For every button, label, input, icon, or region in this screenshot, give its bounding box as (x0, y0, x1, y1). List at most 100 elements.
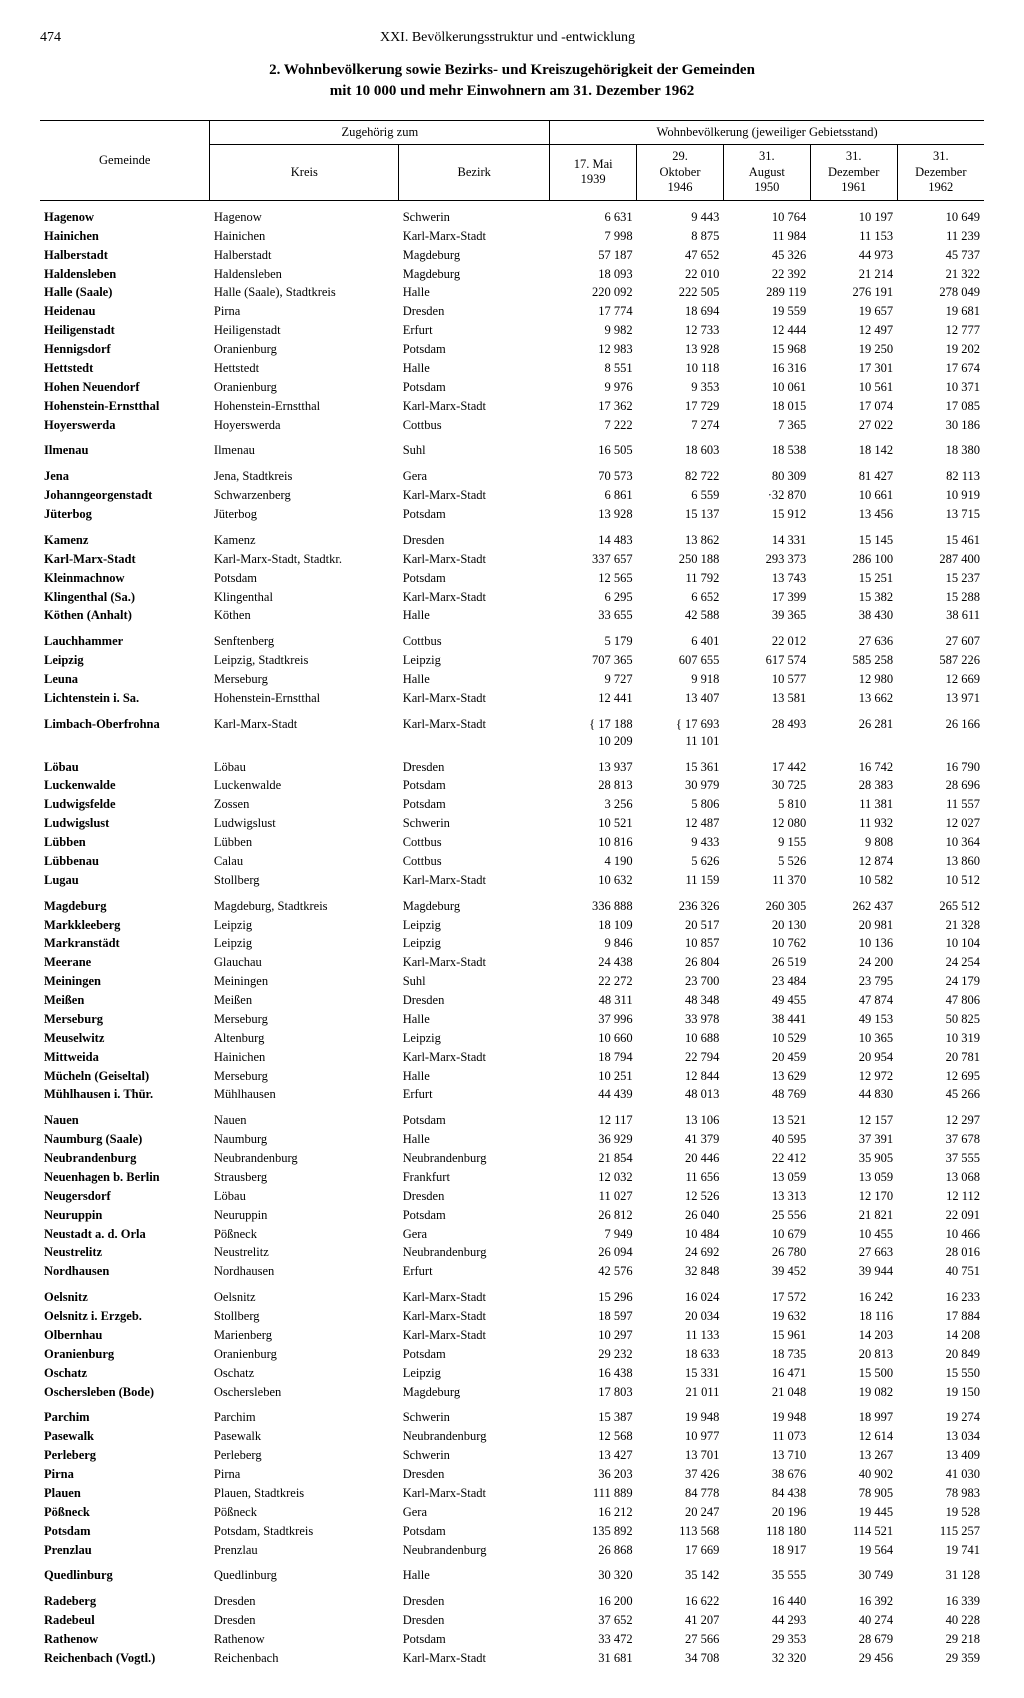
kreis-cell: Oelsnitz (210, 1281, 399, 1307)
value-cell: 115 257 (897, 1522, 984, 1541)
value-cell: 27 663 (810, 1243, 897, 1262)
value-cell: 35 142 (637, 1559, 724, 1585)
value-cell: 35 555 (723, 1559, 810, 1585)
col-1961: 31.Dezember1961 (810, 145, 897, 201)
col-1939: 17. Mai1939 (550, 145, 637, 201)
value-cell: 13 862 (637, 524, 724, 550)
kreis-cell: Zossen (210, 795, 399, 814)
bezirk-cell: Neubrandenburg (399, 1149, 550, 1168)
value-cell: 29 456 (810, 1649, 897, 1668)
value-cell: 24 200 (810, 953, 897, 972)
value-cell: 7 949 (550, 1225, 637, 1244)
table-title: 2. Wohnbevölkerung sowie Bezirks- und Kr… (40, 60, 984, 102)
value-cell: 24 179 (897, 972, 984, 991)
bezirk-cell: Erfurt (399, 1085, 550, 1104)
value-cell: 19 657 (810, 302, 897, 321)
gemeinde-cell: Oschersleben (Bode) (40, 1383, 210, 1402)
value-cell: 289 119 (723, 283, 810, 302)
value-cell: 10 466 (897, 1225, 984, 1244)
gemeinde-cell: Limbach-Oberfrohna (40, 708, 210, 751)
kreis-cell: Karl-Marx-Stadt (210, 708, 399, 751)
kreis-cell: Jüterbog (210, 505, 399, 524)
gemeinde-cell: Kleinmachnow (40, 569, 210, 588)
value-cell: 30 320 (550, 1559, 637, 1585)
bezirk-cell: Leipzig (399, 1029, 550, 1048)
value-cell: 41 030 (897, 1465, 984, 1484)
kreis-cell: Köthen (210, 606, 399, 625)
value-cell: 15 288 (897, 588, 984, 607)
gemeinde-cell: Jüterbog (40, 505, 210, 524)
gemeinde-cell: Neuruppin (40, 1206, 210, 1225)
gemeinde-cell: Ilmenau (40, 434, 210, 460)
value-cell: 17 674 (897, 359, 984, 378)
value-cell: 13 034 (897, 1427, 984, 1446)
value-cell: 11 381 (810, 795, 897, 814)
value-cell: 10 365 (810, 1029, 897, 1048)
gemeinde-cell: Lübben (40, 833, 210, 852)
value-cell: 57 187 (550, 246, 637, 265)
value-cell: 25 556 (723, 1206, 810, 1225)
value-cell: 278 049 (897, 283, 984, 302)
value-cell: 49 455 (723, 991, 810, 1010)
value-cell: 10 521 (550, 814, 637, 833)
kreis-cell: Ilmenau (210, 434, 399, 460)
kreis-cell: Calau (210, 852, 399, 871)
value-cell: 44 830 (810, 1085, 897, 1104)
kreis-cell: Oranienburg (210, 1345, 399, 1364)
value-cell: 10 529 (723, 1029, 810, 1048)
value-cell: 82 722 (637, 460, 724, 486)
kreis-cell: Lübben (210, 833, 399, 852)
kreis-cell: Strausberg (210, 1168, 399, 1187)
value-cell: 21 322 (897, 265, 984, 284)
value-cell: 44 439 (550, 1085, 637, 1104)
value-cell: 37 426 (637, 1465, 724, 1484)
value-cell: 10 582 (810, 871, 897, 890)
value-cell: 45 326 (723, 246, 810, 265)
value-cell: 26 094 (550, 1243, 637, 1262)
bezirk-cell: Karl-Marx-Stadt (399, 550, 550, 569)
value-cell: 21 214 (810, 265, 897, 284)
value-cell: 48 348 (637, 991, 724, 1010)
value-cell: 44 293 (723, 1611, 810, 1630)
value-cell: 18 603 (637, 434, 724, 460)
bezirk-cell: Potsdam (399, 378, 550, 397)
value-cell: 15 251 (810, 569, 897, 588)
gemeinde-cell: Nauen (40, 1104, 210, 1130)
kreis-cell: Meiningen (210, 972, 399, 991)
value-cell: 30 749 (810, 1559, 897, 1585)
value-cell: 17 669 (637, 1541, 724, 1560)
bezirk-cell: Karl-Marx-Stadt (399, 227, 550, 246)
bezirk-cell: Halle (399, 1130, 550, 1149)
value-cell: 11 027 (550, 1187, 637, 1206)
gemeinde-cell: Radeberg (40, 1585, 210, 1611)
value-cell: 13 629 (723, 1067, 810, 1086)
value-cell: 16 438 (550, 1364, 637, 1383)
value-cell: 18 380 (897, 434, 984, 460)
value-cell: 47 874 (810, 991, 897, 1010)
kreis-cell: Stollberg (210, 871, 399, 890)
bezirk-cell: Schwerin (399, 1401, 550, 1427)
value-cell: 8 875 (637, 227, 724, 246)
value-cell: 23 484 (723, 972, 810, 991)
value-cell: 12 614 (810, 1427, 897, 1446)
gemeinde-cell: Hennigsdorf (40, 340, 210, 359)
value-cell: 18 735 (723, 1345, 810, 1364)
value-cell: 13 409 (897, 1446, 984, 1465)
kreis-cell: Perleberg (210, 1446, 399, 1465)
value-cell: 15 550 (897, 1364, 984, 1383)
value-cell: 7 998 (550, 227, 637, 246)
value-cell: 11 133 (637, 1326, 724, 1345)
gemeinde-cell: Neubrandenburg (40, 1149, 210, 1168)
kreis-cell: Hainichen (210, 227, 399, 246)
kreis-cell: Leipzig, Stadtkreis (210, 651, 399, 670)
bezirk-cell: Neubrandenburg (399, 1243, 550, 1262)
value-cell: 12 568 (550, 1427, 637, 1446)
gemeinde-cell: Pößneck (40, 1503, 210, 1522)
value-cell: 38 441 (723, 1010, 810, 1029)
bezirk-cell: Karl-Marx-Stadt (399, 1048, 550, 1067)
gemeinde-cell: Magdeburg (40, 890, 210, 916)
value-cell: 17 085 (897, 397, 984, 416)
bezirk-cell: Karl-Marx-Stadt (399, 1281, 550, 1307)
bezirk-cell: Cottbus (399, 416, 550, 435)
value-cell: 287 400 (897, 550, 984, 569)
